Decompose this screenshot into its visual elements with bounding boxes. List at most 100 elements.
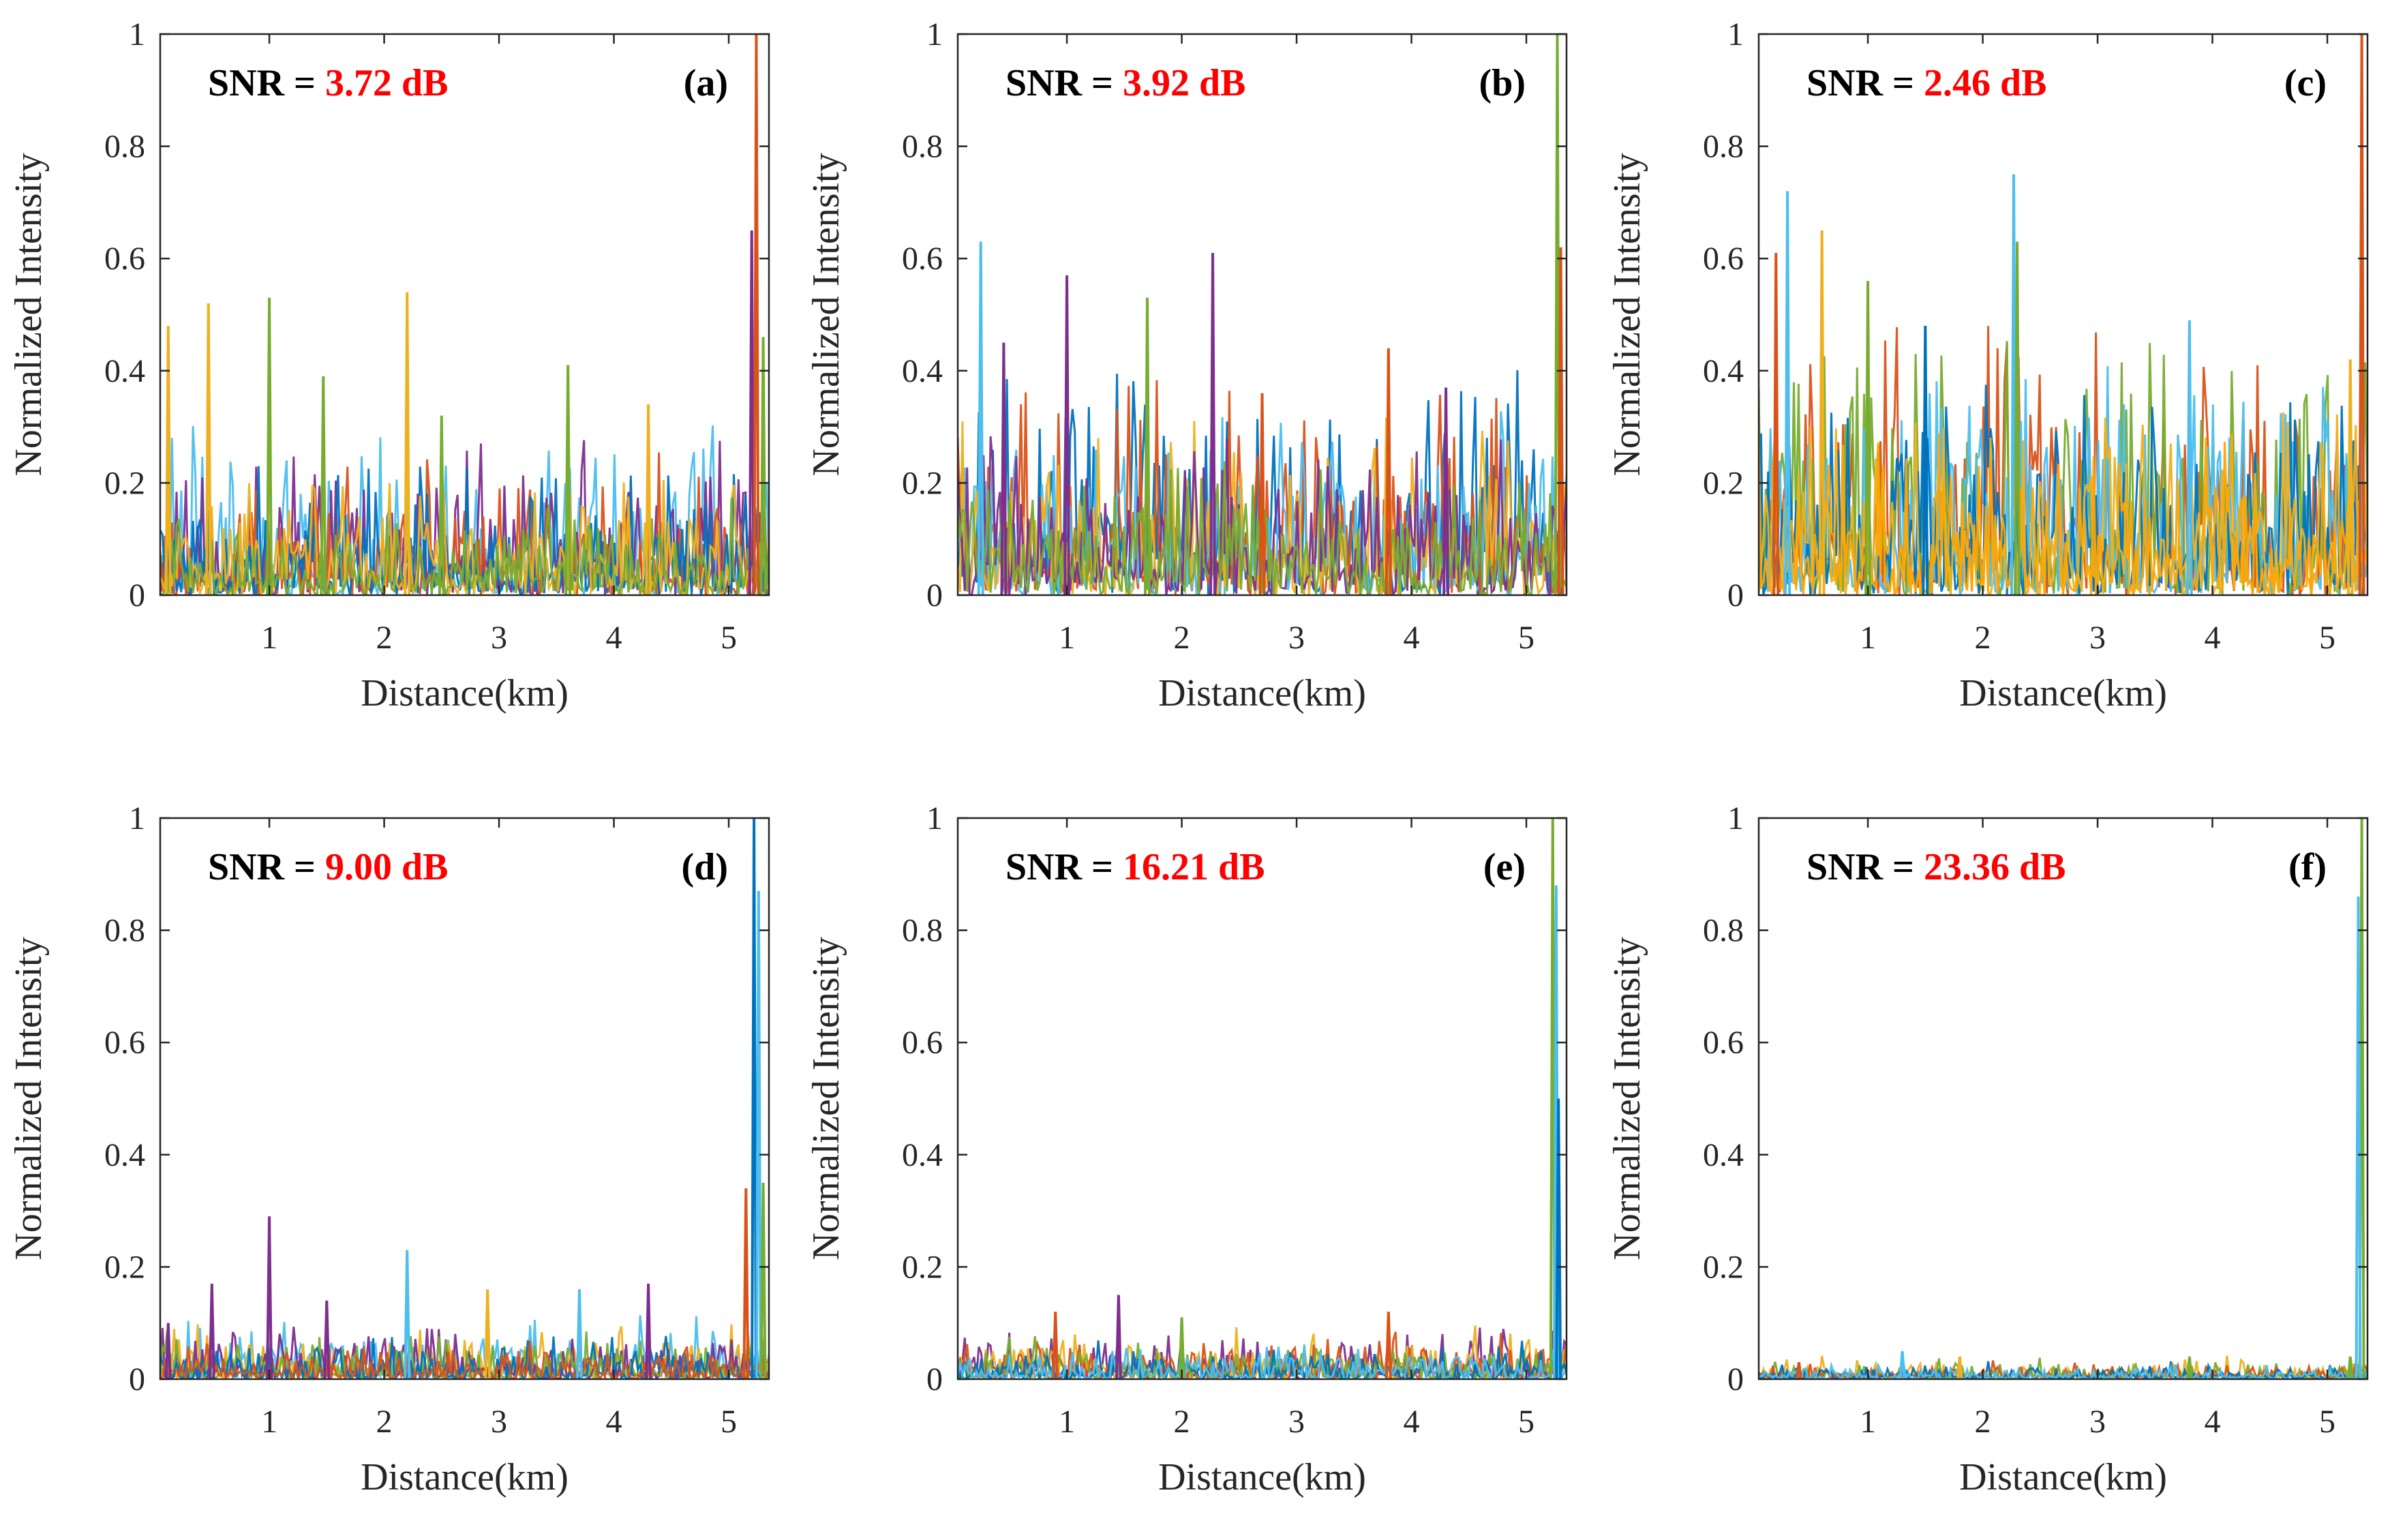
panel-a: 0 0.2 0.4 0.6 0.8 1 1 2 3 4 5 Distance(km) Normalize… [7, 16, 770, 714]
peak-4 [1385, 1312, 1392, 1379]
snr-annotation: SNR = 23.36 dB [1806, 846, 2066, 888]
peak-6 [1258, 393, 1266, 595]
peak-11 [759, 337, 767, 595]
panel-label: (b) [1479, 62, 1526, 104]
plot-area [1759, 818, 2368, 1379]
y-tick-label: 0.4 [902, 353, 943, 389]
y-tick-label: 0.6 [104, 1025, 145, 1061]
peak-8 [645, 404, 652, 595]
y-tick-label: 0.8 [902, 129, 943, 165]
y-tick-label: 0.6 [1703, 1025, 1744, 1061]
y-tick-label: 0.8 [1703, 913, 1744, 949]
peak-10 [751, 818, 758, 1379]
y-tick-label: 0.2 [104, 1249, 145, 1285]
x-tick-label: 4 [2205, 620, 2221, 656]
x-axis-label: Distance(km) [1158, 672, 1366, 714]
y-axis-label: Normalized Intensity [805, 937, 847, 1260]
x-tick-label: 1 [261, 1404, 277, 1440]
series-line-6 [958, 1344, 1567, 1379]
peak-9 [748, 230, 755, 595]
y-tick-label: 0.6 [1703, 241, 1744, 277]
plot-area [160, 818, 769, 1379]
x-tick-label: 5 [721, 1404, 737, 1440]
snr-prefix: SNR = [1005, 846, 1123, 888]
y-tick-label: 0.8 [104, 129, 145, 165]
x-tick-label: 2 [1975, 620, 1991, 656]
x-tick-label: 2 [376, 620, 393, 656]
x-tick-label: 4 [1404, 1404, 1420, 1440]
panel-label: (f) [2288, 846, 2327, 888]
peak-2 [1784, 191, 1791, 595]
x-tick-label: 3 [1288, 1404, 1305, 1440]
peak-7 [1555, 1098, 1562, 1379]
x-tick-label: 3 [491, 620, 507, 656]
panel-f: 0 0.2 0.4 0.6 0.8 1 1 2 3 4 5 Distance(km) Normalize… [1606, 800, 2369, 1498]
peak-6 [438, 415, 445, 595]
series-line-6 [958, 461, 1567, 595]
x-tick-label: 3 [2089, 620, 2106, 656]
x-tick-label: 1 [1059, 620, 1075, 656]
snr-annotation: SNR = 2.46 dB [1806, 62, 2046, 104]
y-tick-label: 0.8 [902, 913, 943, 949]
snr-value: 9.00 dB [325, 846, 449, 888]
y-tick-label: 0.4 [104, 1137, 145, 1173]
axes-box [159, 33, 770, 597]
peak-4 [2185, 1356, 2193, 1379]
peak-2 [1115, 1295, 1122, 1379]
x-tick-label: 5 [2319, 1404, 2335, 1440]
peak-7 [1385, 348, 1392, 595]
x-tick-label: 1 [261, 620, 277, 656]
peak-4 [1864, 281, 1872, 595]
peak-4 [323, 1300, 331, 1379]
peak-1 [977, 241, 984, 595]
peak-7 [564, 365, 572, 595]
peak-10 [2358, 34, 2365, 595]
series-traces [160, 818, 769, 1379]
peak-10 [753, 34, 760, 595]
peak-7 [2014, 241, 2021, 595]
axes-box [956, 33, 1568, 597]
snr-value: 2.46 dB [1924, 62, 2047, 104]
peak-2 [1000, 342, 1008, 595]
peak-8 [1442, 387, 1450, 595]
x-tick-label: 3 [2089, 1404, 2106, 1440]
panel-label: (c) [2284, 62, 2327, 104]
snr-prefix: SNR = [1806, 846, 1924, 888]
snr-value: 3.92 dB [1123, 62, 1246, 104]
axes-box [1757, 33, 2369, 597]
y-tick-label: 0.6 [902, 241, 943, 277]
peak-1 [1772, 252, 1780, 595]
peak-1 [164, 1323, 172, 1379]
panel-c: 0 0.2 0.4 0.6 0.8 1 1 2 3 4 5 Distance(km) Normalize… [1606, 16, 2369, 714]
y-tick-label: 1 [1727, 16, 1744, 52]
snr-annotation: SNR = 3.72 dB [208, 62, 448, 104]
peak-3 [266, 1216, 273, 1379]
x-axis-label: Distance(km) [1158, 1456, 1366, 1498]
peak-9 [742, 1188, 750, 1379]
x-tick-label: 2 [1174, 1404, 1190, 1440]
y-axis-label: Normalized Intensity [805, 153, 847, 476]
snr-annotation: SNR = 9.00 dB [208, 846, 448, 888]
x-tick-label: 2 [376, 1404, 393, 1440]
peak-11 [755, 890, 762, 1379]
peak-3 [1818, 230, 1826, 595]
x-tick-label: 1 [1059, 1404, 1075, 1440]
peak-2 [1899, 1350, 1906, 1379]
series-line-6 [160, 498, 769, 595]
axes-box [159, 817, 770, 1380]
series-line-5 [160, 480, 769, 595]
x-tick-label: 4 [606, 620, 622, 656]
y-tick-label: 0.4 [902, 1137, 943, 1173]
y-tick-label: 0 [1727, 1361, 1744, 1398]
snr-annotation: SNR = 3.92 dB [1005, 62, 1245, 104]
peak-3 [1063, 275, 1071, 595]
y-tick-label: 0.4 [104, 353, 145, 389]
peak-7 [575, 1289, 583, 1379]
snr-prefix: SNR = [208, 846, 325, 888]
y-tick-label: 1 [1727, 800, 1744, 836]
y-tick-label: 0 [926, 577, 943, 614]
y-tick-label: 1 [926, 800, 943, 836]
peak-5 [2346, 1356, 2354, 1379]
y-tick-label: 1 [129, 800, 145, 836]
peak-9 [2346, 359, 2354, 595]
